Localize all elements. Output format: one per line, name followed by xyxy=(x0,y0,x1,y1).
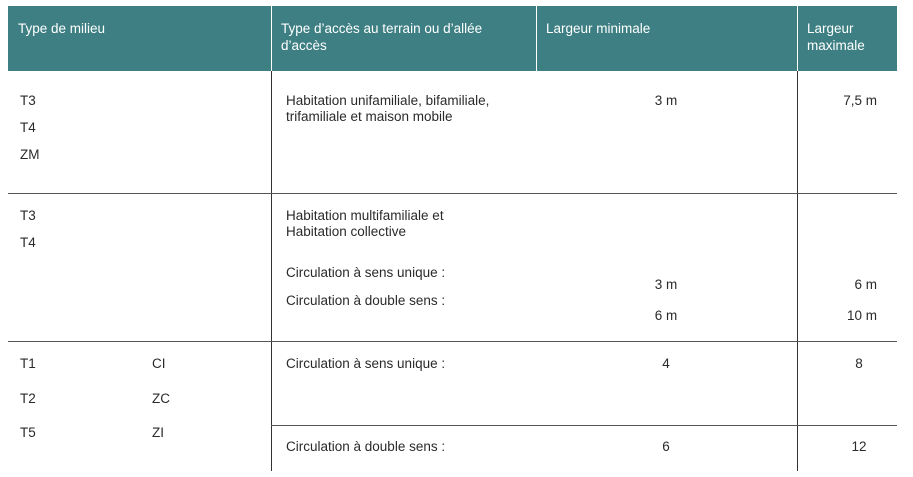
milieu-cell: T5 xyxy=(20,425,36,440)
min-cell: 4 xyxy=(662,356,670,371)
max-cell: 7,5 m xyxy=(843,93,877,108)
milieu-cell-2: ZI xyxy=(152,425,164,440)
milieu-cell: T4 xyxy=(20,235,36,250)
milieu-cell: T3 xyxy=(20,208,36,223)
acces-cell: Habitation multifamiliale et Habitation … xyxy=(286,208,444,239)
milieu-cell: T4 xyxy=(20,120,36,135)
max-cell: 10 m xyxy=(846,308,877,323)
milieu-cell-2: CI xyxy=(152,356,166,371)
milieu-cell: T3 xyxy=(20,93,36,108)
acces-cell: Circulation à sens unique : xyxy=(286,265,446,280)
milieu-cell-2: ZC xyxy=(152,391,170,406)
header-type-acces: Type d’accès au terrain ou d’allée d’acc… xyxy=(281,21,483,53)
max-cell: 12 xyxy=(851,439,867,454)
acces-cell: Circulation à double sens : xyxy=(286,293,446,308)
max-cell: 8 xyxy=(855,356,863,371)
table-header: Type de milieu Type d’accès au terrain o… xyxy=(8,6,897,71)
min-cell: 3 m xyxy=(654,93,678,108)
milieu-cell: T1 xyxy=(20,356,36,371)
min-cell: 6 xyxy=(662,439,670,454)
max-cell: 6 m xyxy=(854,277,877,292)
min-cell: 3 m xyxy=(654,277,678,292)
header-largeur-max: Largeur maximale xyxy=(807,21,865,53)
header-type-milieu: Type de milieu xyxy=(18,21,106,36)
acces-cell: Habitation unifamiliale, bifamiliale, tr… xyxy=(286,93,490,124)
acces-cell: Circulation à double sens : xyxy=(286,439,446,454)
row-divider xyxy=(8,193,897,194)
min-cell: 6 m xyxy=(654,308,678,323)
milieu-cell: ZM xyxy=(20,147,40,162)
column-divider xyxy=(271,71,272,471)
column-divider xyxy=(797,71,798,471)
acces-cell: Circulation à sens unique : xyxy=(286,356,446,371)
header-largeur-min: Largeur minimale xyxy=(546,21,651,36)
row-divider xyxy=(271,425,897,426)
row-divider xyxy=(8,341,897,342)
milieu-cell: T2 xyxy=(20,391,36,406)
